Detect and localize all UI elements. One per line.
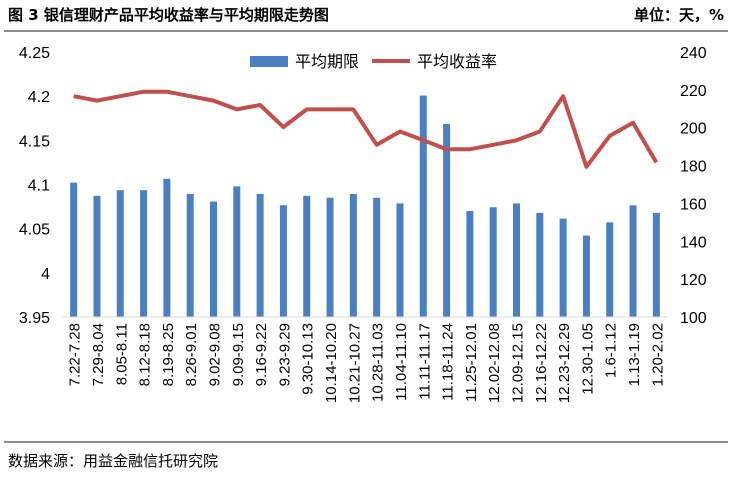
- figure-title: 图 3 银信理财产品平均收益率与平均期限走势图: [8, 6, 329, 24]
- x-axis-tick-label: 11.04-11.10: [393, 323, 410, 401]
- x-axis-tick-label: 7.22-7.28: [67, 323, 84, 386]
- x-axis-tick-label: 9.09-9.15: [230, 323, 247, 386]
- bar: [116, 190, 124, 317]
- left-axis-tick-label: 4.05: [19, 222, 50, 239]
- bar: [559, 218, 567, 317]
- x-axis-tick-label: 12.30-1.05: [579, 323, 596, 395]
- x-axis-tick-label: 11.11-11.17: [416, 323, 433, 400]
- x-axis: 7.22-7.28 7.29-8.04 8.05-8.11 8.12-8.18 8.19…: [62, 316, 668, 403]
- x-axis-tick-label: 12.02-12.08: [486, 323, 503, 403]
- figure-header: 图 3 银信理财产品平均收益率与平均期限走势图 单位：天，%: [0, 0, 732, 30]
- bar-series-avg-term: [70, 95, 660, 318]
- right-axis-tick-label: 120: [680, 272, 707, 289]
- line-series-avg-yield: [73, 89, 659, 169]
- left-y-axis: 3.95 4 4.05 4.1 4.15 4.2 4.25: [19, 45, 50, 327]
- bar: [629, 205, 637, 317]
- x-axis-tick-label: 9.30-10.13: [300, 323, 317, 395]
- bar: [70, 182, 78, 317]
- bar: [326, 197, 334, 317]
- x-axis-tick-label: 7.29-8.04: [90, 323, 107, 386]
- x-axis-tick-label: 9.23-9.29: [276, 323, 293, 386]
- right-axis-tick-label: 100: [680, 310, 707, 327]
- bar: [582, 235, 590, 317]
- x-axis-tick-label: 10.21-10.27: [346, 323, 363, 403]
- x-axis-tick-label: 9.02-9.08: [207, 323, 224, 386]
- bar: [443, 123, 451, 317]
- x-axis-tick-label: 8.26-9.01: [183, 323, 200, 386]
- right-axis-tick-label: 160: [680, 196, 707, 213]
- x-axis-tick-label: 8.19-8.25: [160, 323, 177, 386]
- bar: [93, 195, 101, 317]
- legend-label-avg-term: 平均期限: [295, 53, 359, 71]
- bar: [256, 193, 264, 317]
- bar: [303, 195, 311, 317]
- bar: [419, 95, 427, 318]
- bar: [349, 193, 357, 317]
- x-axis-tick-label: 12.23-12.29: [556, 323, 573, 403]
- bar: [233, 186, 241, 317]
- x-axis-tick-label: 1.6-1.12: [603, 323, 620, 378]
- bar: [210, 201, 217, 317]
- x-axis-tick-label: 1.20-2.02: [649, 323, 666, 386]
- x-axis-tick-label: 9.16-9.22: [253, 323, 270, 386]
- x-axis-tick-label: 12.09-12.15: [510, 323, 527, 403]
- x-axis-tick-label: 8.12-8.18: [137, 323, 154, 386]
- legend-swatch-avg-term: [250, 56, 288, 67]
- left-axis-tick-label: 3.95: [19, 310, 50, 327]
- legend-label-avg-yield: 平均收益率: [417, 53, 497, 71]
- x-axis-tick-label: 1.13-1.19: [626, 323, 643, 386]
- left-axis-tick-label: 4.2: [28, 89, 50, 106]
- unit-label: 单位：天，%: [633, 6, 724, 24]
- x-axis-tick-label: 8.05-8.11: [113, 323, 130, 385]
- x-axis-tick-label: 11.25-12.01: [463, 323, 480, 402]
- left-axis-tick-label: 4.15: [19, 133, 50, 150]
- bar: [163, 178, 171, 317]
- x-axis-tick-label: 12.16-12.22: [533, 323, 550, 403]
- left-axis-tick-label: 4.25: [19, 45, 50, 62]
- bar: [186, 193, 194, 317]
- bar: [489, 207, 497, 317]
- left-axis-tick-label: 4: [41, 266, 50, 283]
- yield-line: [73, 89, 659, 169]
- source-note: 数据来源：用益金融信托研究院: [8, 452, 219, 470]
- bar: [652, 212, 660, 317]
- right-axis-tick-label: 240: [680, 45, 707, 62]
- bar: [466, 211, 474, 317]
- right-axis-tick-label: 220: [680, 83, 707, 100]
- chart-legend: 平均期限 平均收益率: [250, 53, 497, 71]
- bar: [396, 203, 404, 317]
- x-axis-tick-label: 10.14-10.20: [323, 323, 340, 403]
- bar: [513, 203, 520, 317]
- bar: [140, 190, 148, 317]
- right-y-axis: 100 120 140 160 180 200 220 240: [680, 45, 707, 327]
- bar: [373, 197, 381, 317]
- bar: [536, 212, 544, 317]
- bar: [279, 205, 287, 317]
- footer-divider: [4, 441, 728, 443]
- right-axis-tick-label: 200: [680, 121, 707, 138]
- right-axis-tick-label: 180: [680, 159, 707, 176]
- left-axis-tick-label: 4.1: [28, 178, 50, 195]
- x-axis-tick-label: 11.18-11.24: [440, 323, 457, 401]
- header-divider: [4, 30, 728, 32]
- chart-area: 3.95 4 4.05 4.1 4.15 4.2 4.25 100 120 140 160 180 2…: [19, 45, 707, 403]
- x-axis-tick-label: 10.28-11.03: [370, 323, 387, 402]
- right-axis-tick-label: 140: [680, 234, 707, 251]
- bar: [606, 222, 614, 317]
